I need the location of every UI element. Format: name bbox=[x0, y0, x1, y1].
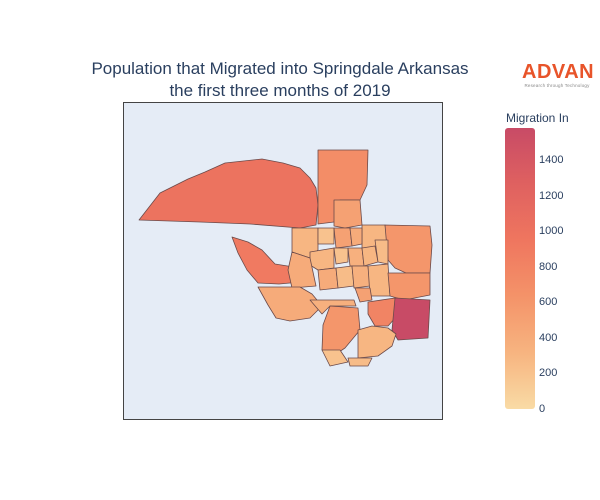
map-region[interactable] bbox=[333, 227, 353, 249]
map-region[interactable] bbox=[317, 227, 335, 245]
logo-tagline: Research through Technology bbox=[524, 83, 590, 88]
map-region[interactable] bbox=[321, 349, 349, 367]
map-region[interactable] bbox=[287, 251, 317, 289]
colorbar-tick-label: 1400 bbox=[539, 154, 564, 166]
map-region[interactable] bbox=[347, 357, 373, 367]
colorbar-tick-label: 400 bbox=[539, 331, 558, 344]
colorbar-title: Migration In bbox=[506, 111, 569, 125]
map-region[interactable] bbox=[351, 265, 371, 289]
colorbar-tick-label: 1200 bbox=[539, 189, 564, 202]
colorbar-tick-label: 1000 bbox=[539, 225, 564, 238]
map-region[interactable] bbox=[387, 272, 431, 301]
colorbar bbox=[505, 128, 535, 409]
map-region[interactable] bbox=[361, 245, 379, 267]
map-region[interactable] bbox=[367, 263, 391, 297]
chart-title: Population that Migrated into Springdale… bbox=[40, 58, 520, 102]
map-region[interactable] bbox=[257, 286, 323, 322]
map-region[interactable] bbox=[317, 267, 339, 291]
colorbar-tick-label: 0 bbox=[539, 403, 546, 415]
logo-wordmark: ADVAN bbox=[522, 61, 595, 83]
colorbar-tick-label: 200 bbox=[539, 367, 558, 380]
map-region[interactable] bbox=[347, 247, 365, 267]
map-region[interactable] bbox=[138, 158, 319, 229]
map-region[interactable] bbox=[333, 199, 363, 229]
colorbar-tick-label: 800 bbox=[539, 260, 558, 273]
map-region[interactable] bbox=[333, 247, 349, 265]
map-region[interactable] bbox=[357, 325, 397, 359]
map-region[interactable] bbox=[309, 299, 357, 315]
advan-logo: ADVAN Research through Technology bbox=[522, 61, 595, 88]
map-region[interactable] bbox=[349, 227, 363, 247]
map-region[interactable] bbox=[354, 287, 373, 303]
map-region[interactable] bbox=[384, 224, 433, 274]
map-region[interactable] bbox=[309, 247, 335, 271]
map-region[interactable] bbox=[391, 297, 431, 341]
title-line-2: the first three months of 2019 bbox=[169, 81, 391, 100]
colorbar-tick-label: 600 bbox=[539, 296, 558, 309]
title-line-1: Population that Migrated into Springdale… bbox=[91, 59, 469, 78]
map-region[interactable] bbox=[335, 265, 355, 289]
